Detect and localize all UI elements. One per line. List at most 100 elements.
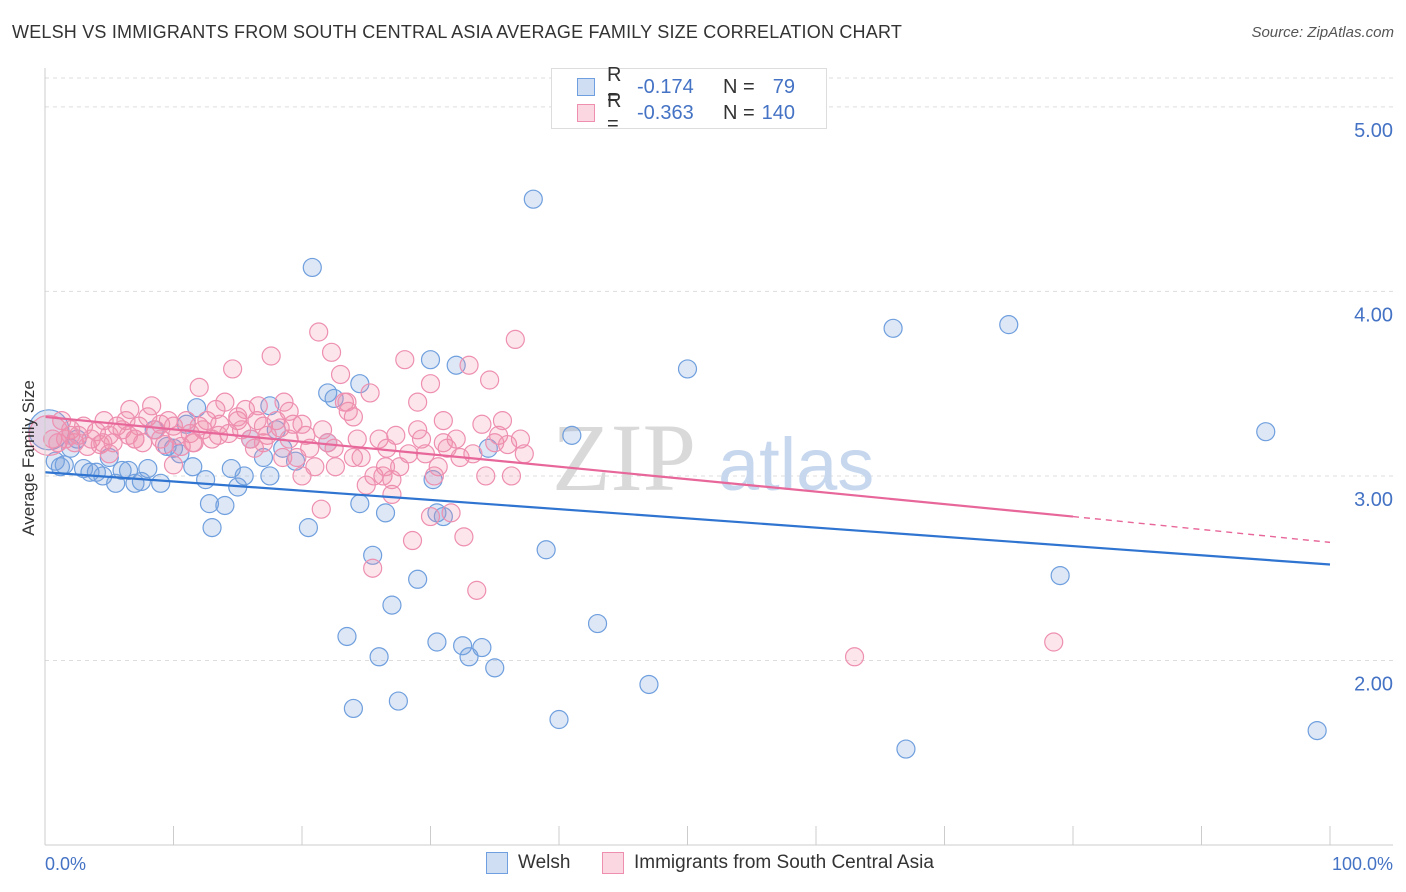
data-point [480, 370, 500, 390]
data-point [330, 364, 351, 385]
data-point [151, 473, 171, 493]
legend-swatch-welsh [577, 78, 595, 96]
data-point [523, 189, 543, 209]
data-point [454, 527, 474, 547]
series-legend: Welsh Immigrants from South Central Asia [0, 852, 1406, 878]
data-point [420, 350, 441, 370]
watermark-zip: ZIP [552, 404, 696, 511]
data-point [386, 425, 406, 445]
legend-n-value: 79 [772, 75, 795, 98]
data-point [514, 444, 534, 464]
data-point [125, 429, 145, 449]
axes [44, 68, 1393, 846]
legend-r-label: R = [607, 90, 622, 135]
trend-line-immigrants-extension [1072, 515, 1331, 544]
data-point [896, 739, 916, 759]
data-point [337, 626, 357, 647]
y-tick-label: 2.00 [1354, 673, 1393, 695]
source-label: Source: ZipAtlas.com [1251, 24, 1394, 41]
data-point [427, 632, 447, 652]
data-point [402, 530, 423, 551]
data-point [459, 355, 479, 375]
data-point [363, 558, 383, 578]
data-point [248, 396, 268, 416]
data-point [382, 470, 402, 490]
legend-row-immigrants: R = -0.363 N = 140 [577, 90, 795, 135]
data-point [420, 374, 441, 394]
x-tick-label-min: 0.0% [45, 854, 86, 874]
data-point [587, 613, 608, 634]
x-tick-label-max: 100.0% [1332, 854, 1393, 874]
data-point [441, 503, 461, 523]
data-point [318, 383, 338, 403]
legend-item-immigrants: Immigrants from South Central Asia [602, 852, 934, 874]
data-point [274, 392, 294, 412]
data-point [562, 425, 582, 445]
data-point [170, 444, 190, 464]
data-point [476, 466, 496, 486]
data-point [382, 484, 402, 505]
data-point [472, 414, 492, 434]
data-point [428, 457, 448, 477]
legend-swatch-welsh [486, 852, 508, 874]
data-point [138, 458, 158, 479]
chart-title: WELSH VS IMMIGRANTS FROM SOUTH CENTRAL A… [12, 22, 903, 42]
data-point [536, 540, 556, 560]
data-point [388, 691, 408, 711]
data-point [408, 569, 428, 589]
y-tick-label: 5.00 [1354, 120, 1393, 142]
data-point [234, 466, 254, 486]
data-point [420, 506, 441, 527]
data-point [54, 455, 74, 475]
data-point [369, 647, 389, 667]
legend-n-value: 140 [761, 101, 795, 124]
trend-lines [44, 415, 1331, 566]
data-point [235, 399, 256, 420]
immigrants-points [28, 322, 1064, 667]
data-point [343, 698, 363, 719]
data-point [302, 257, 322, 278]
data-point [1044, 632, 1064, 652]
watermark: ZIP atlas [552, 404, 874, 511]
data-point [215, 392, 235, 412]
data-point [677, 359, 698, 379]
data-point [247, 410, 267, 431]
data-point [549, 709, 569, 730]
data-point [61, 425, 81, 445]
data-point [279, 401, 299, 421]
data-point [151, 414, 171, 434]
data-point [260, 466, 280, 486]
data-point [142, 396, 162, 416]
data-point [427, 503, 447, 523]
data-point [273, 447, 293, 468]
legend-label-welsh: Welsh [518, 852, 571, 873]
stats-legend: R = -0.174 N = 79 R = -0.363 N = 140 [551, 64, 827, 135]
watermark-atlas: atlas [718, 423, 874, 506]
data-point [73, 458, 94, 479]
data-point [343, 447, 363, 468]
data-point [324, 438, 344, 458]
legend-row-welsh: R = -0.174 N = 79 [577, 64, 795, 109]
data-point [337, 392, 357, 412]
data-point [844, 647, 865, 667]
trend-line-welsh [44, 471, 1331, 566]
data-point [311, 499, 331, 519]
data-point [321, 342, 342, 362]
data-point [505, 329, 525, 350]
legend-item-welsh: Welsh [486, 852, 570, 874]
legend-swatch-immigrants [602, 852, 624, 874]
data-point [183, 457, 203, 477]
y-tick-label: 4.00 [1354, 304, 1393, 326]
data-point [187, 398, 207, 418]
gridlines: 2.00 3.00 4.00 5.00 [45, 77, 1393, 695]
y-tick-label: 3.00 [1354, 489, 1393, 511]
y-axis-label: Average Family Size [19, 380, 38, 536]
data-point [93, 433, 113, 453]
legend-n-label: N = [723, 75, 755, 98]
data-point [202, 518, 222, 538]
data-point [196, 470, 216, 490]
data-point [223, 359, 243, 379]
data-point [325, 457, 346, 477]
data-point [501, 466, 522, 486]
